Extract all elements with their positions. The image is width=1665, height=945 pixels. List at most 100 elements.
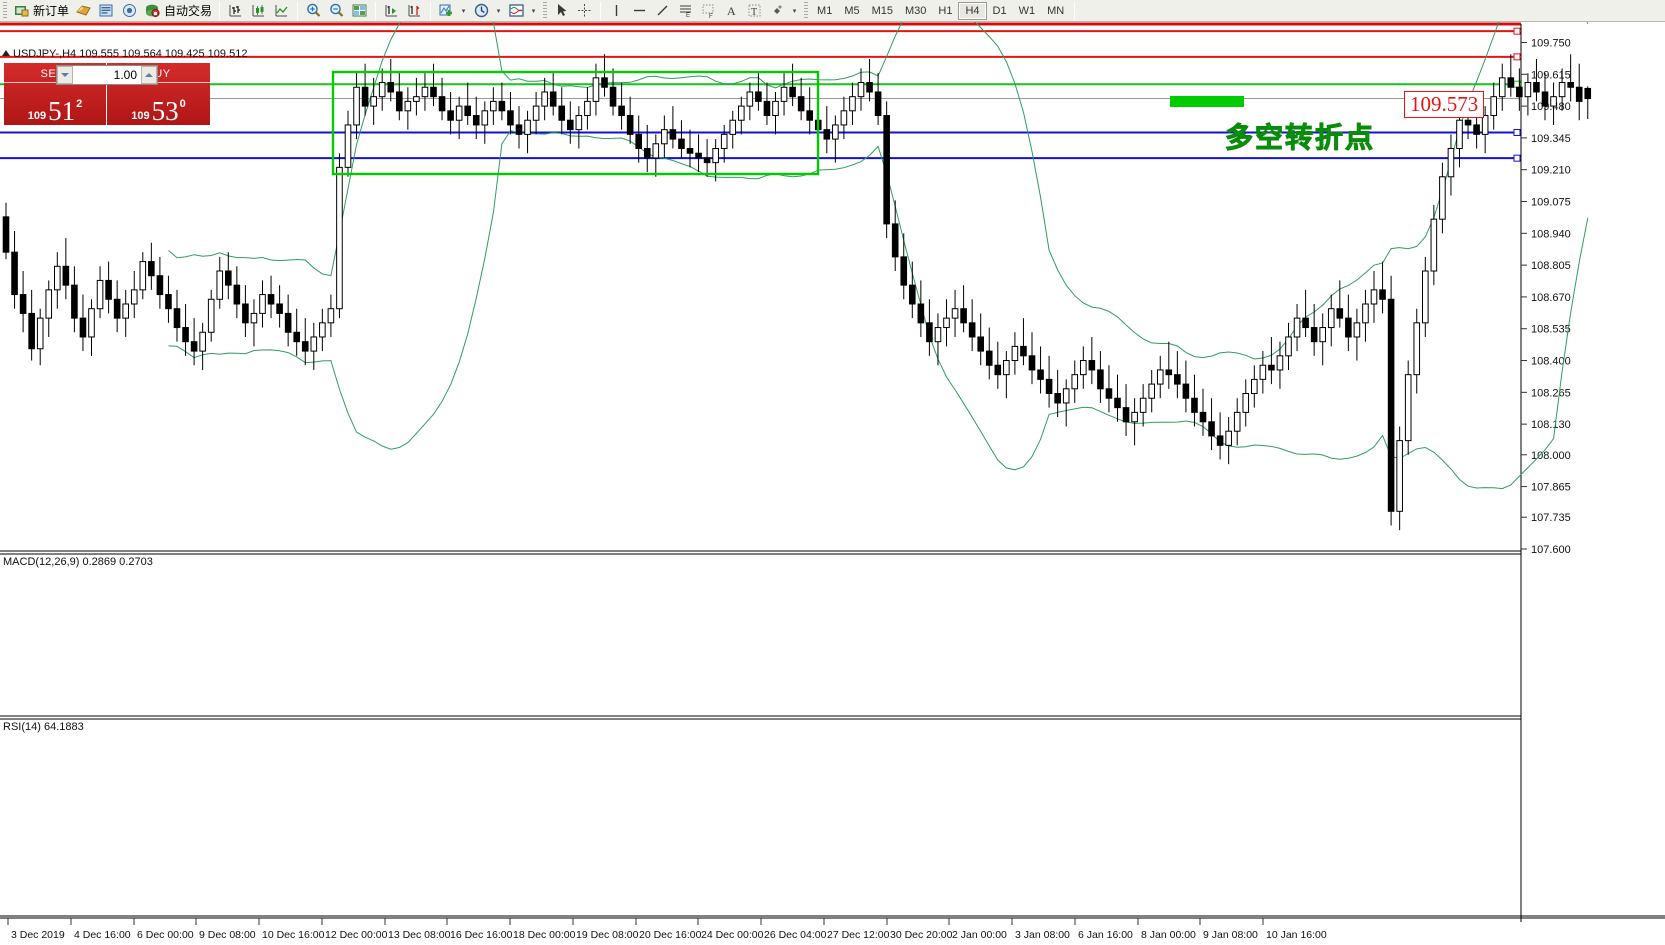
grid-icon (351, 2, 368, 19)
fibonacci-icon: E (677, 2, 694, 19)
cursor-button[interactable] (550, 1, 573, 21)
sell-price-fraction: 2 (76, 98, 83, 110)
timeframe-d1[interactable]: D1 (992, 4, 1007, 17)
svg-text:F: F (709, 14, 713, 19)
fibonacci-button[interactable]: E (674, 1, 697, 21)
volume-input[interactable]: 1.00 (113, 68, 137, 82)
one-click-trading-panel[interactable]: SELL 109 51 2 BUY 109 53 0 1.00 (4, 63, 210, 125)
trendline-button[interactable] (651, 1, 674, 21)
toolbar-grip[interactable] (3, 1, 7, 20)
period-dropdown-arrow[interactable]: ▾ (496, 7, 501, 15)
autoscroll-icon (383, 2, 400, 19)
timeframe-h4[interactable]: H4 (958, 1, 987, 20)
svg-text:3 Dec 2019: 3 Dec 2019 (11, 929, 65, 941)
autotrading-label: 自动交易 (164, 4, 213, 18)
timeframe-m15[interactable]: M15 (871, 4, 893, 17)
line-chart-icon (273, 2, 290, 19)
svg-text:108.000: 108.000 (1531, 450, 1571, 462)
svg-text:19 Dec 08:00: 19 Dec 08:00 (576, 929, 639, 941)
svg-text:6 Dec 00:00: 6 Dec 00:00 (137, 929, 194, 941)
svg-text:18 Dec 00:00: 18 Dec 00:00 (513, 929, 576, 941)
svg-text:109.750: 109.750 (1531, 37, 1571, 49)
svg-text:T: T (751, 7, 757, 18)
svg-text:6 Jan 16:00: 6 Jan 16:00 (1078, 929, 1133, 941)
indicators-button[interactable]: ▾ (435, 1, 470, 21)
zoom-out-button[interactable] (325, 1, 348, 21)
toolbar-separator-5 (600, 1, 602, 20)
svg-text:13 Dec 08:00: 13 Dec 08:00 (388, 929, 451, 941)
buy-price: 109 53 0 (107, 98, 210, 125)
crosshair-button[interactable] (573, 1, 596, 21)
indicators-dropdown-arrow[interactable]: ▾ (461, 7, 466, 15)
chart-canvas[interactable]: 109.750 109.615 109.480 109.345 109.210 109.0… (0, 22, 1665, 945)
trendline-icon (654, 2, 671, 19)
templates-icon (508, 2, 525, 19)
chinese-annotation: 多空转折点 (1224, 122, 1376, 154)
timeframe-m30[interactable]: M30 (905, 4, 927, 17)
autoscroll-button[interactable] (380, 1, 403, 21)
templates-button[interactable]: ▾ (505, 1, 540, 21)
shapes-dropdown-arrow[interactable]: ▾ (792, 7, 797, 15)
rsi-label: RSI(14) 64.1883 (3, 721, 84, 733)
autotrading-icon (144, 2, 161, 19)
market-watch-button[interactable] (95, 1, 118, 21)
svg-text:E: E (686, 13, 690, 19)
volume-increment-button[interactable] (141, 66, 157, 84)
sell-price: 109 51 2 (4, 98, 106, 125)
channel-button[interactable]: F (697, 1, 720, 21)
cursor-icon (553, 2, 570, 19)
bar-chart-button[interactable] (224, 1, 247, 21)
svg-text:2 Jan 00:00: 2 Jan 00:00 (952, 929, 1007, 941)
price-callout: 109.573 (1404, 91, 1485, 118)
channel-icon: F (700, 2, 717, 20)
label-button[interactable]: T (743, 1, 766, 21)
timeframe-m5[interactable]: M5 (844, 4, 860, 17)
profile-button[interactable] (72, 1, 95, 21)
chart-shift-button[interactable] (403, 1, 426, 21)
autotrading-button[interactable]: 自动交易 (141, 1, 215, 21)
svg-text:10 Jan 16:00: 10 Jan 16:00 (1266, 929, 1327, 941)
templates-dropdown-arrow[interactable]: ▾ (531, 7, 536, 15)
chart-area[interactable]: 109.750 109.615 109.480 109.345 109.210 109.0… (0, 22, 1665, 945)
new-order-icon (13, 2, 30, 19)
shapes-button[interactable]: ▾ (766, 1, 801, 21)
svg-text:3 Jan 08:00: 3 Jan 08:00 (1015, 929, 1070, 941)
zoom-out-icon (328, 2, 345, 19)
volume-decrement-button[interactable] (57, 66, 73, 84)
svg-text:109.615: 109.615 (1531, 69, 1571, 81)
toolbar-separator-3 (375, 1, 377, 20)
vline-button[interactable] (605, 1, 628, 21)
volume-stepper[interactable]: 1.00 (56, 65, 158, 85)
timeframe-w1[interactable]: W1 (1018, 4, 1036, 17)
grid-button[interactable] (348, 1, 371, 21)
svg-text:A: A (727, 4, 736, 18)
svg-text:108.265: 108.265 (1531, 387, 1571, 399)
highlight-bar[interactable] (1170, 96, 1244, 107)
svg-text:20 Dec 16:00: 20 Dec 16:00 (639, 929, 702, 941)
text-button[interactable]: A (720, 1, 743, 21)
consolidation-box[interactable] (331, 70, 820, 176)
new-order-button[interactable]: 新订单 (10, 1, 72, 21)
timeframe-m1[interactable]: M1 (817, 4, 833, 17)
toolbar-grip-3[interactable] (804, 1, 809, 20)
market-watch-icon (98, 2, 115, 19)
svg-text:8 Jan 00:00: 8 Jan 00:00 (1141, 929, 1196, 941)
indicators-icon (438, 2, 455, 19)
sell-price-big-figure: 109 (27, 110, 47, 122)
timeframe-h1[interactable]: H1 (938, 4, 953, 17)
zoom-in-icon (305, 2, 322, 19)
label-icon: T (746, 2, 763, 19)
hline-button[interactable] (628, 1, 651, 21)
chart-shift-icon (406, 2, 423, 19)
candlestick-chart-button[interactable] (247, 1, 270, 21)
period-button[interactable]: ▾ (470, 1, 505, 21)
navigator-button[interactable] (118, 1, 141, 21)
svg-text:108.400: 108.400 (1531, 356, 1571, 368)
zoom-in-button[interactable] (302, 1, 325, 21)
line-chart-button[interactable] (270, 1, 293, 21)
svg-text:4 Dec 16:00: 4 Dec 16:00 (74, 929, 131, 941)
timeframe-mn[interactable]: MN (1047, 4, 1065, 17)
svg-text:108.535: 108.535 (1531, 324, 1571, 336)
toolbar-grip-2[interactable] (543, 1, 548, 20)
buy-price-big-figure: 109 (131, 110, 150, 122)
